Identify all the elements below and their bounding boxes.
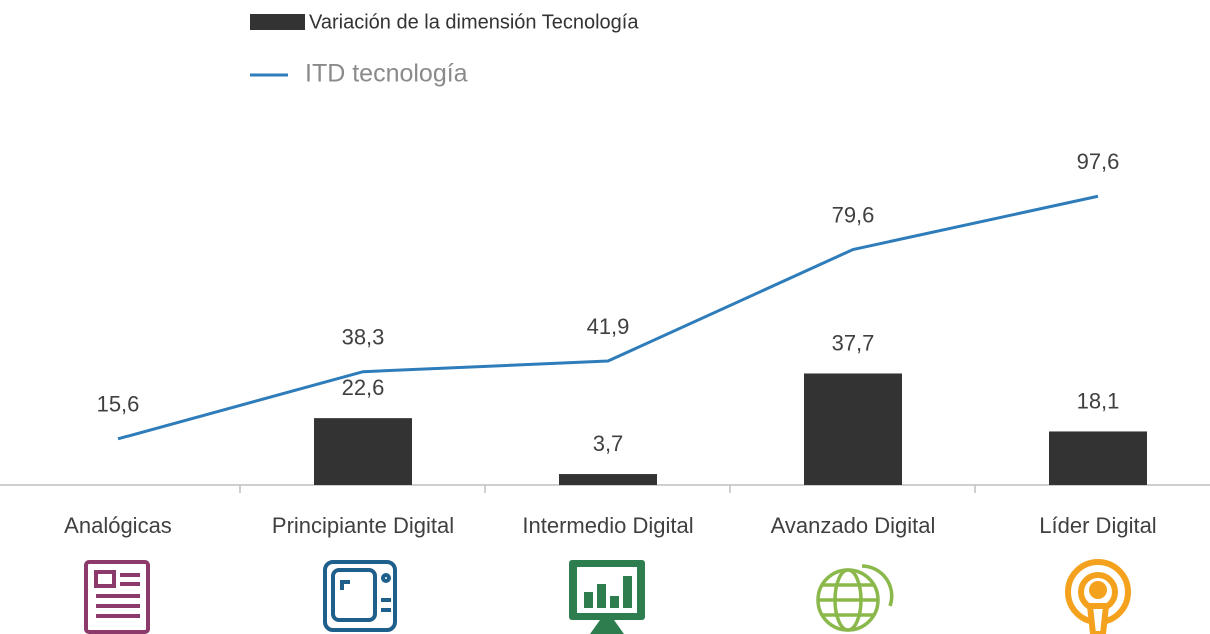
x-tick-label: Analógicas [64,513,172,538]
line-value-label: 41,9 [587,314,630,339]
x-tick-label: Intermedio Digital [522,513,693,538]
line-value-label: 97,6 [1077,149,1120,174]
bar [314,418,412,485]
bar [1049,431,1147,485]
legend-bar-swatch [250,14,305,30]
bar-value-label: 18,1 [1077,388,1120,413]
icon-tv [323,560,397,632]
line-value-label: 79,6 [832,202,875,227]
icon-monitor [569,560,645,634]
x-tick-label: Principiante Digital [272,513,454,538]
bar-value-label: 3,7 [593,431,624,456]
bar [804,373,902,485]
x-tick-label: Avanzado Digital [771,513,936,538]
bar [559,474,657,485]
bar-value-label: 37,7 [832,330,875,355]
icon-newspaper [84,560,150,634]
icon-globe [816,564,894,632]
legend-line-label: ITD tecnología [305,60,468,88]
icon-podcast [1065,559,1131,634]
line [117,194,1099,441]
line-value-label: 15,6 [97,392,140,417]
line-value-label: 38,3 [342,325,385,350]
x-tick-label: Líder Digital [1039,513,1156,538]
legend-bar-label: Variación de la dimensión Tecnología [309,11,639,33]
bar-value-label: 22,6 [342,375,385,400]
axis-separators [239,485,976,493]
